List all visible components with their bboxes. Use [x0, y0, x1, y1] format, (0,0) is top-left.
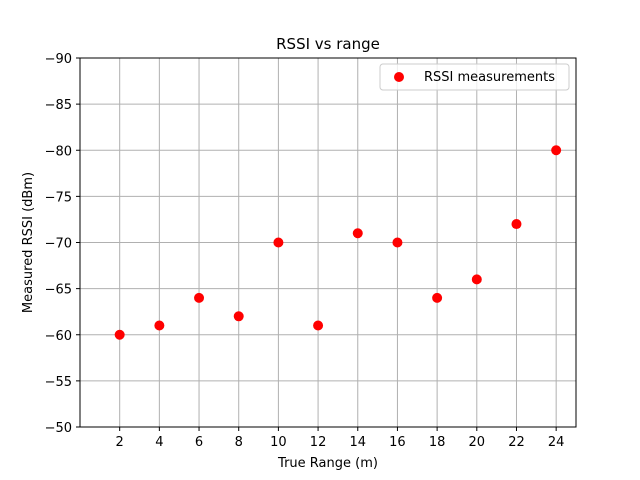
x-tick-label: 16 — [389, 435, 406, 450]
x-axis-label: True Range (m) — [277, 456, 378, 471]
y-tick-label: −90 — [45, 52, 72, 67]
data-point — [114, 329, 125, 340]
y-tick-label: −50 — [45, 421, 72, 436]
y-axis-label: Measured RSSI (dBm) — [21, 172, 36, 313]
x-tick-label: 12 — [310, 435, 327, 450]
chart-title: RSSI vs range — [276, 35, 380, 53]
data-point — [154, 320, 165, 331]
legend-label: RSSI measurements — [424, 70, 555, 85]
y-tick-label: −60 — [45, 329, 72, 344]
data-point — [511, 219, 522, 230]
data-point — [471, 274, 482, 285]
data-point — [313, 320, 324, 331]
data-point — [432, 292, 443, 303]
legend: RSSI measurements — [379, 63, 570, 91]
y-axis-ticks: −50 −55 −60 −65 −70 −75 −80 −85 −90 — [45, 52, 80, 436]
data-point — [352, 228, 363, 239]
x-tick-label: 20 — [469, 435, 486, 450]
y-tick-label: −85 — [45, 98, 72, 113]
data-points — [114, 145, 562, 340]
y-tick-label: −75 — [45, 190, 72, 205]
x-tick-label: 10 — [270, 435, 287, 450]
x-tick-label: 18 — [429, 435, 446, 450]
x-axis-ticks: 2 4 6 8 10 12 14 16 18 20 22 24 — [116, 427, 565, 450]
data-point — [194, 292, 205, 303]
x-tick-label: 8 — [235, 435, 243, 450]
legend-marker — [394, 72, 404, 82]
data-point — [551, 145, 562, 156]
x-tick-label: 22 — [508, 435, 525, 450]
grid-lines — [80, 57, 576, 428]
y-tick-label: −80 — [45, 144, 72, 159]
x-tick-label: 4 — [155, 435, 163, 450]
x-tick-label: 2 — [116, 435, 124, 450]
legend-box — [379, 63, 570, 91]
y-tick-label: −70 — [45, 237, 72, 252]
data-point — [233, 311, 244, 322]
data-point — [273, 237, 284, 248]
x-tick-label: 14 — [349, 435, 366, 450]
data-point — [392, 237, 403, 248]
y-tick-label: −55 — [45, 375, 72, 390]
x-tick-label: 24 — [548, 435, 565, 450]
y-tick-label: −65 — [45, 283, 72, 298]
x-tick-label: 6 — [195, 435, 203, 450]
